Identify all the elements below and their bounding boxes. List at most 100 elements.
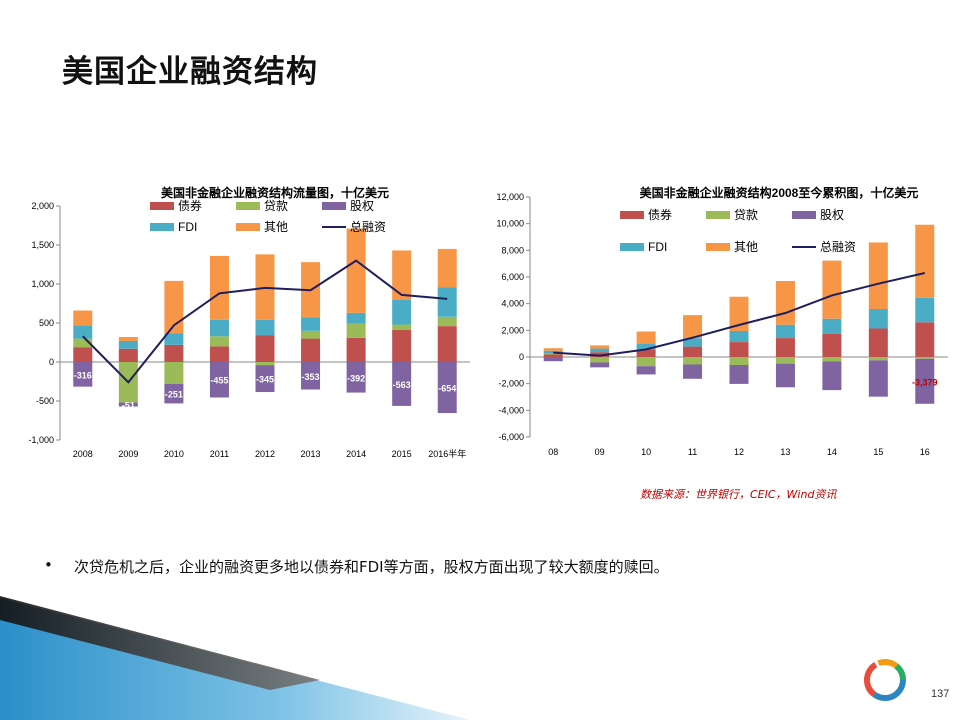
y-tick-label: 6,000 [501, 272, 524, 282]
y-tick-label: -2,000 [498, 379, 524, 389]
y-tick-label: 500 [39, 318, 54, 328]
bar-equity-2008 [73, 362, 93, 387]
legend-swatch-bond [150, 202, 174, 210]
legend-swatch-fdi [620, 243, 644, 251]
page-title: 美国企业融资结构 [62, 54, 318, 90]
bar-bond-08 [543, 354, 563, 357]
legend-swatch-fdi [150, 223, 174, 231]
bar-bond-10 [636, 349, 656, 357]
line-total-financing [553, 272, 926, 357]
bar-fdi-08 [543, 350, 563, 353]
legend-swatch-equity [792, 211, 816, 219]
y-tick-label: -4,000 [498, 405, 524, 415]
legend-label-fdi: FDI [178, 220, 197, 234]
legend-label-loan: 贷款 [734, 208, 758, 222]
data-label: -251 [165, 390, 183, 400]
bar-bond-2011 [209, 346, 229, 362]
bar-equity-11 [683, 364, 703, 379]
x-tick-label: 2012 [255, 449, 275, 459]
legend-label-bond: 债券 [178, 198, 202, 213]
x-tick-label: 09 [595, 447, 605, 457]
y-tick-label: 4,000 [501, 299, 524, 309]
legend-swatch-other [706, 243, 730, 251]
bar-loan-15 [868, 357, 888, 361]
x-tick-label: 14 [827, 447, 837, 457]
x-tick-label: 2010 [164, 449, 184, 459]
bar-equity-10 [636, 366, 656, 375]
bar-bond-2015 [392, 330, 412, 362]
bar-bond-2013 [301, 338, 321, 362]
legend-label-other: 其他 [264, 220, 288, 234]
x-tick-label: 2013 [301, 449, 321, 459]
data-label: -654 [438, 384, 456, 394]
x-tick-label: 2014 [346, 449, 366, 459]
bar-equity-16 [915, 358, 935, 404]
legend-swatch-equity [322, 202, 346, 210]
legend-label-total: 总融资 [350, 220, 386, 234]
x-tick-label: 2015 [392, 449, 412, 459]
bar-equity-2015 [392, 362, 412, 406]
bar-bond-2012 [255, 335, 275, 362]
legend-label-fdi: FDI [648, 240, 667, 254]
legend-swatch-loan [706, 211, 730, 219]
x-tick-label: 2011 [210, 449, 229, 459]
bar-equity-12 [729, 365, 749, 384]
data-label: -345 [256, 375, 274, 385]
page-number: 137 [931, 688, 950, 700]
bar-equity-15 [868, 360, 888, 397]
legend-label-equity: 股权 [820, 208, 844, 222]
bar-other-2014 [346, 228, 366, 313]
y-tick-label: 1,000 [31, 279, 54, 289]
bar-other-08 [543, 348, 563, 351]
bar-bond-15 [868, 328, 888, 357]
legend-label-total: 总融资 [820, 240, 856, 254]
bar-loan-16 [915, 357, 935, 359]
chart-2-title: 美国非金融企业融资结构2008至今累积图，十亿美元 [640, 185, 919, 200]
bar-loan-08 [543, 353, 563, 355]
y-tick-label: 8,000 [501, 245, 524, 255]
bar-loan-09 [590, 357, 610, 363]
bar-equity-2013 [301, 362, 321, 390]
bar-loan-13 [775, 357, 795, 364]
line-total-financing [82, 259, 448, 384]
legend-label-equity: 股权 [350, 199, 374, 213]
bar-equity-08 [543, 357, 563, 362]
y-tick-label: 10,000 [496, 219, 524, 229]
bar-fdi-2014 [346, 312, 366, 324]
bar-fdi-2011 [209, 319, 229, 337]
bar-fdi-15 [868, 309, 888, 329]
bar-equity-2014 [346, 362, 366, 393]
bar-equity-2010 [164, 383, 184, 404]
y-tick-label: -500 [36, 396, 54, 406]
legend-swatch-other [236, 223, 260, 231]
bar-fdi-2010 [164, 333, 184, 345]
bar-other-15 [868, 242, 888, 309]
data-label: -392 [347, 373, 365, 383]
y-tick-label: -1,000 [28, 435, 54, 445]
x-tick-label: 2008 [73, 449, 93, 459]
bar-fdi-2008 [73, 325, 93, 339]
bar-other-2008 [73, 310, 93, 326]
bar-other-10 [636, 331, 656, 344]
x-tick-label: 2009 [118, 449, 138, 459]
bar-other-2010 [164, 280, 184, 334]
bar-loan-2012 [255, 362, 275, 366]
bar-equity-2011 [209, 362, 229, 398]
data-label: -353 [302, 372, 320, 382]
y-tick-label: 2,000 [31, 201, 54, 211]
x-tick-label: 16 [920, 447, 930, 457]
bar-loan-12 [729, 357, 749, 365]
bar-bond-09 [590, 352, 610, 357]
bar-fdi-12 [729, 331, 749, 343]
legend-label-loan: 贷款 [264, 199, 288, 213]
bar-equity-14 [822, 361, 842, 391]
bar-fdi-13 [775, 324, 795, 339]
bar-other-11 [683, 315, 703, 339]
bar-loan-2016半年 [437, 316, 457, 327]
data-label: -3,379 [912, 377, 938, 387]
bar-equity-2016半年 [437, 362, 457, 414]
bar-other-16 [915, 224, 935, 298]
x-tick-label: 08 [548, 447, 558, 457]
bar-other-2009 [118, 337, 138, 341]
